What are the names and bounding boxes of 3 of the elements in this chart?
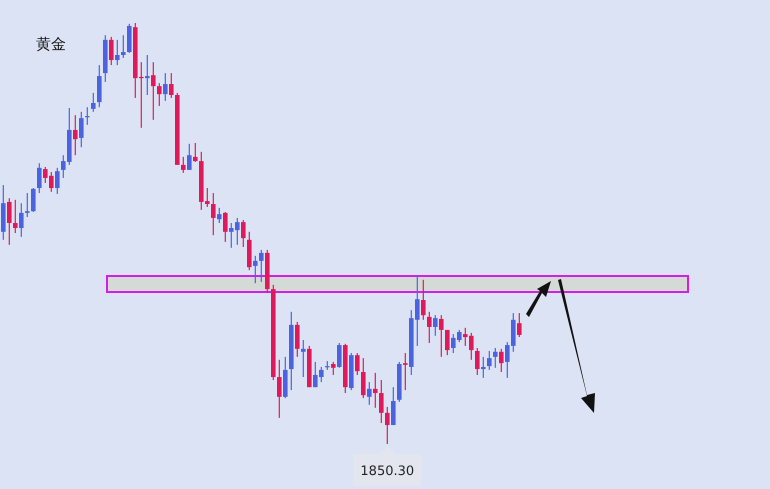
title: 黄金 xyxy=(36,35,66,53)
annotation: 1850.30 xyxy=(353,446,422,486)
annotation: 1850.30 xyxy=(360,464,414,479)
